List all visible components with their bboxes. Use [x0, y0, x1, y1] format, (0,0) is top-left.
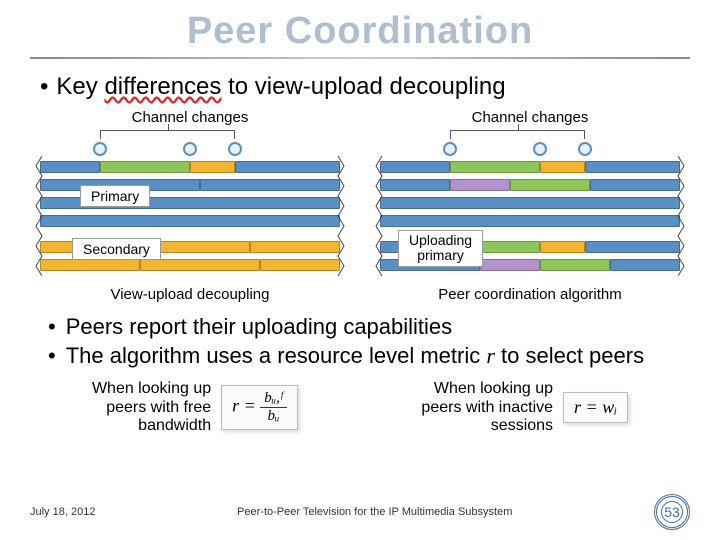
bullet-pre: Key: [56, 73, 104, 100]
bracket: [450, 130, 585, 142]
event-circle: [93, 142, 107, 156]
label-primary: Primary: [80, 185, 150, 207]
segment: [40, 161, 100, 173]
event-circle: [183, 142, 197, 156]
bullet-underlined: differences: [104, 73, 221, 100]
segment: [480, 259, 540, 271]
formula-left-box: r = bᵤ,ᶠbᵤ: [221, 385, 297, 430]
diagram-left-header: Channel changes: [40, 109, 340, 126]
diagram-right: Channel changes Uploading primary Peer c…: [380, 109, 680, 303]
data-row: [380, 178, 680, 192]
caption-left: View-upload decoupling: [40, 286, 340, 303]
segment: [190, 161, 235, 173]
event-circle: [228, 142, 242, 156]
diagram-right-header: Channel changes: [380, 109, 680, 126]
segment: [540, 241, 585, 253]
segment: [250, 241, 340, 253]
main-bullet: • Key differences to view-upload decoupli…: [30, 73, 690, 101]
diagrams-row: Channel changes Primary Secondary View-u…: [30, 109, 690, 303]
event-circle: [533, 142, 547, 156]
jagged-edge-icon: [676, 156, 686, 276]
formula-row: When looking up peers with free bandwidt…: [30, 380, 690, 435]
diagram-left: Channel changes Primary Secondary View-u…: [40, 109, 340, 303]
segment: [100, 161, 190, 173]
footer-date: July 18, 2012: [30, 506, 95, 518]
event-circle: [578, 142, 592, 156]
data-row: [380, 160, 680, 174]
segment: [540, 259, 610, 271]
footer-title: Peer-to-Peer Television for the IP Multi…: [237, 506, 512, 518]
bullet-post: to view-upload decoupling: [221, 73, 505, 100]
segment: [160, 241, 250, 253]
bracket: [100, 130, 235, 142]
jagged-edge-icon: [336, 156, 346, 276]
caption-right: Peer coordination algorithm: [380, 286, 680, 303]
footer: July 18, 2012 Peer-to-Peer Television fo…: [30, 494, 690, 530]
data-row: [40, 160, 340, 174]
label-uploading: Uploading primary: [398, 230, 483, 267]
data-row: [380, 214, 680, 228]
slide: Peer Coordination • Key differences to vi…: [0, 0, 720, 540]
secondary-bullets: •Peers report their uploading capabiliti…: [30, 313, 690, 370]
segment: [200, 179, 340, 191]
timeline-right: [380, 130, 680, 158]
data-row: [380, 196, 680, 210]
segment: [585, 161, 680, 173]
event-circle: [443, 142, 457, 156]
segment: [540, 161, 585, 173]
segment: [590, 179, 680, 191]
formula-right-box: r = wᵢ: [563, 392, 628, 423]
segment: [260, 259, 340, 271]
formula-right-text: When looking up peers with inactive sess…: [421, 380, 553, 435]
segment: [380, 197, 680, 209]
segment: [140, 259, 260, 271]
segment: [40, 259, 140, 271]
segment: [40, 215, 340, 227]
segment: [380, 161, 450, 173]
segment: [585, 241, 680, 253]
data-row: [40, 258, 340, 272]
segment: [380, 215, 680, 227]
segment: [450, 179, 510, 191]
segment: [610, 259, 680, 271]
segment: [510, 179, 590, 191]
title-underline: [30, 57, 690, 59]
segment: [450, 161, 540, 173]
bullet-2: •The algorithm uses a resource level met…: [48, 342, 690, 371]
jagged-edge-icon: [374, 156, 384, 276]
formula-left-text: When looking up peers with free bandwidt…: [92, 380, 211, 435]
bullet-1: •Peers report their uploading capabiliti…: [48, 313, 690, 342]
slide-title: Peer Coordination: [30, 10, 690, 53]
timeline-left: [40, 130, 340, 158]
bullet-dot: •: [40, 73, 48, 100]
label-secondary: Secondary: [72, 238, 161, 260]
formula-right: When looking up peers with inactive sess…: [421, 380, 628, 435]
segment: [235, 161, 340, 173]
formula-left: When looking up peers with free bandwidt…: [92, 380, 298, 435]
page-number-badge: 53: [654, 494, 690, 530]
data-row: [40, 214, 340, 228]
segment: [380, 179, 450, 191]
jagged-edge-icon: [34, 156, 44, 276]
